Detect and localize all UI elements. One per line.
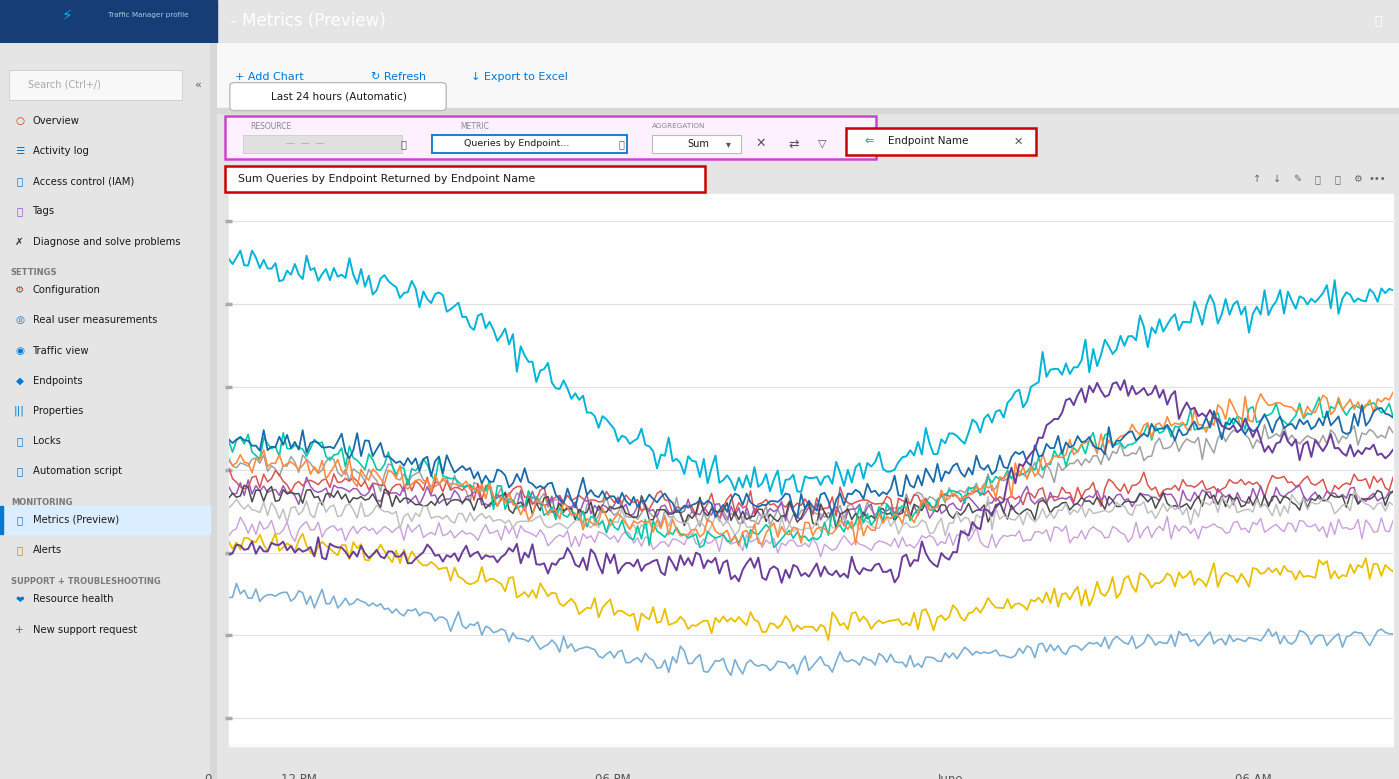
Text: 📄: 📄 bbox=[1335, 174, 1340, 184]
Text: SETTINGS: SETTINGS bbox=[11, 268, 57, 277]
Text: ◉: ◉ bbox=[15, 346, 24, 355]
Text: Traffic view: Traffic view bbox=[32, 346, 90, 355]
Text: Real user measurements: Real user measurements bbox=[32, 315, 157, 326]
Bar bbox=[0, 506, 3, 534]
Text: Last 24 hours (Automatic): Last 24 hours (Automatic) bbox=[270, 92, 407, 101]
Text: ↻ Refresh: ↻ Refresh bbox=[371, 72, 425, 83]
Text: ○: ○ bbox=[15, 116, 24, 126]
Text: ⚙: ⚙ bbox=[1353, 174, 1363, 184]
Text: Locks: Locks bbox=[32, 436, 60, 446]
Text: —  —  —: — — — bbox=[287, 139, 325, 148]
Text: Search (Ctrl+/): Search (Ctrl+/) bbox=[28, 79, 101, 90]
Text: ✕: ✕ bbox=[1014, 136, 1023, 146]
Text: Access control (IAM): Access control (IAM) bbox=[32, 176, 134, 186]
FancyBboxPatch shape bbox=[225, 166, 705, 192]
Text: - Metrics (Preview): - Metrics (Preview) bbox=[231, 12, 386, 30]
Bar bbox=[0, 506, 210, 534]
Text: Automation script: Automation script bbox=[32, 467, 122, 476]
Text: Endpoint Name: Endpoint Name bbox=[888, 136, 968, 146]
Text: Sum: Sum bbox=[687, 139, 709, 149]
Text: 📊: 📊 bbox=[17, 515, 22, 525]
Bar bbox=[228, 194, 1393, 746]
Text: ▽: ▽ bbox=[818, 139, 827, 149]
Text: Traffic Manager profile: Traffic Manager profile bbox=[108, 12, 189, 18]
Text: Configuration: Configuration bbox=[32, 285, 101, 295]
Text: Queries by Endpoint...: Queries by Endpoint... bbox=[464, 139, 569, 148]
Text: 🔍: 🔍 bbox=[400, 139, 407, 149]
Text: Activity log: Activity log bbox=[32, 146, 88, 156]
Text: 🔔: 🔔 bbox=[17, 545, 22, 555]
Text: New support request: New support request bbox=[32, 625, 137, 635]
Text: ⚙: ⚙ bbox=[15, 285, 24, 295]
Bar bbox=[8, 70, 182, 100]
Text: RESOURCE: RESOURCE bbox=[250, 122, 291, 131]
FancyBboxPatch shape bbox=[846, 128, 1037, 156]
Text: Diagnose and solve problems: Diagnose and solve problems bbox=[32, 237, 180, 247]
Text: ↑: ↑ bbox=[1254, 174, 1262, 184]
Text: METRIC: METRIC bbox=[460, 122, 490, 131]
Text: Alerts: Alerts bbox=[32, 545, 62, 555]
Text: ❤: ❤ bbox=[15, 594, 24, 605]
FancyBboxPatch shape bbox=[229, 83, 446, 111]
Text: ✕: ✕ bbox=[755, 137, 765, 150]
Text: Properties: Properties bbox=[32, 406, 83, 416]
Text: ✎: ✎ bbox=[1293, 174, 1301, 184]
Text: ↓ Export to Excel: ↓ Export to Excel bbox=[471, 72, 568, 83]
Text: AGGREGATION: AGGREGATION bbox=[652, 123, 705, 129]
Bar bbox=[210, 43, 217, 779]
Text: 06 PM: 06 PM bbox=[595, 774, 631, 779]
Text: ✗: ✗ bbox=[15, 237, 24, 247]
Text: SUPPORT + TROUBLESHOOTING: SUPPORT + TROUBLESHOOTING bbox=[11, 577, 161, 587]
Bar bbox=[217, 43, 1399, 109]
Text: 06 AM: 06 AM bbox=[1235, 774, 1272, 779]
Bar bbox=[652, 135, 740, 153]
Text: 👤: 👤 bbox=[17, 176, 22, 186]
Text: MONITORING: MONITORING bbox=[11, 498, 73, 506]
Text: 📄: 📄 bbox=[17, 467, 22, 476]
Text: Endpoints: Endpoints bbox=[32, 375, 83, 386]
Text: Metrics (Preview): Metrics (Preview) bbox=[32, 515, 119, 525]
Text: •••: ••• bbox=[1368, 174, 1386, 184]
Text: ⇐: ⇐ bbox=[865, 136, 874, 146]
Text: 📌: 📌 bbox=[1375, 15, 1382, 28]
Text: 0: 0 bbox=[204, 774, 211, 779]
Bar bbox=[217, 108, 1399, 113]
Text: +: + bbox=[15, 625, 24, 635]
Text: 🗑: 🗑 bbox=[1315, 174, 1321, 184]
Text: ◎: ◎ bbox=[15, 315, 24, 326]
Text: ◆: ◆ bbox=[15, 375, 24, 386]
Text: ☰: ☰ bbox=[15, 146, 24, 156]
Text: Sum Queries by Endpoint Returned by Endpoint Name: Sum Queries by Endpoint Returned by Endp… bbox=[238, 174, 536, 184]
Text: ⚡: ⚡ bbox=[62, 8, 73, 23]
Text: 🔒: 🔒 bbox=[17, 436, 22, 446]
Text: + Add Chart: + Add Chart bbox=[235, 72, 304, 83]
Text: 12 PM: 12 PM bbox=[281, 774, 316, 779]
Text: «: « bbox=[194, 79, 201, 90]
Text: ↓: ↓ bbox=[1273, 174, 1281, 184]
Text: Resource health: Resource health bbox=[32, 594, 113, 605]
Text: ⇄: ⇄ bbox=[789, 137, 799, 150]
Text: June: June bbox=[937, 774, 964, 779]
Bar bbox=[432, 135, 627, 153]
Text: Tags: Tags bbox=[32, 206, 55, 217]
Text: 🔍: 🔍 bbox=[618, 139, 624, 149]
Text: |||: ||| bbox=[14, 406, 25, 416]
Bar bbox=[243, 135, 403, 153]
FancyBboxPatch shape bbox=[225, 117, 877, 159]
Bar bbox=[0, 0, 217, 43]
Text: ▾: ▾ bbox=[726, 139, 732, 149]
Text: Overview: Overview bbox=[32, 116, 80, 126]
Text: 🏷: 🏷 bbox=[17, 206, 22, 217]
